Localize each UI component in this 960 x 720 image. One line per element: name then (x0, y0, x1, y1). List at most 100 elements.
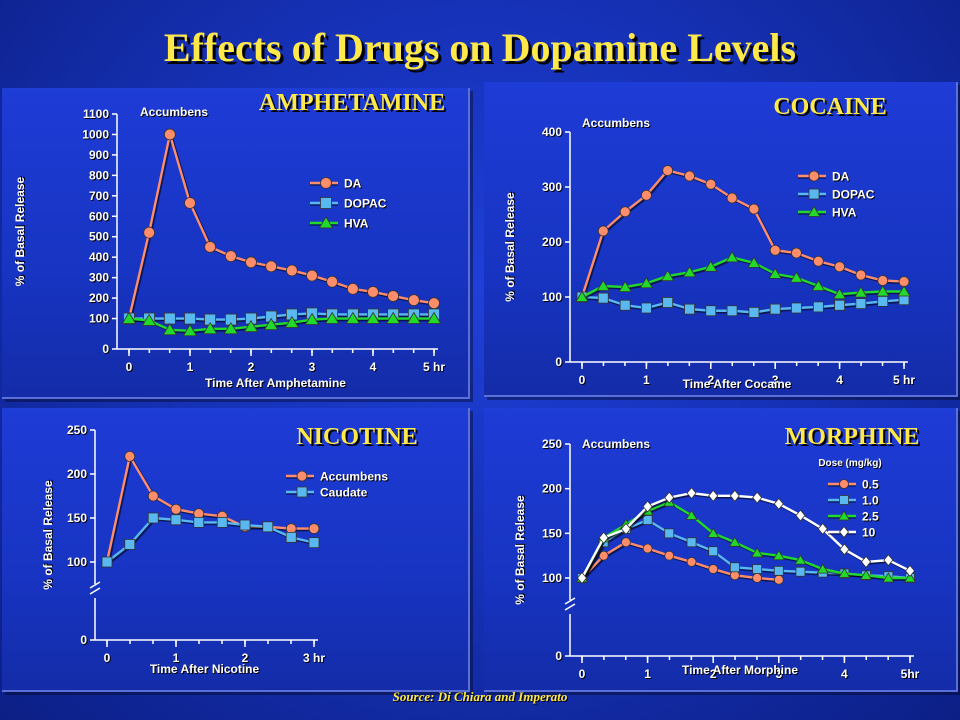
amph-y-tick-label-shadow: 700 (90, 190, 110, 204)
coc-x-tick-label-shadow: 3 (773, 374, 780, 388)
mor-data-point (772, 549, 785, 561)
nic-data-point (147, 512, 159, 524)
coc-series-line (580, 169, 905, 298)
coc-y-tick-label-shadow: 300 (543, 181, 563, 195)
mor-data-point (598, 531, 609, 544)
nic-y-axis-label: % of Basal Release (41, 480, 55, 590)
coc-data-point (640, 189, 652, 201)
amph-axes (112, 113, 438, 356)
amph-data-point (224, 250, 237, 263)
coc-region-label-shadow: Accumbens (583, 117, 651, 131)
amph-y-tick-label: 300 (89, 271, 109, 285)
coc-data-point (832, 287, 847, 300)
amph-data-point (387, 290, 400, 302)
amph-data-point (265, 260, 278, 273)
amph-data-point (143, 226, 156, 239)
morphine-panel: 0 0 100 100 150 150 200 200 250 250 0 0 1 1 2 2 3 3 4 4 5hr 5… (484, 408, 958, 692)
nic-series-Caudate (101, 512, 320, 568)
mor-data-point (752, 564, 763, 574)
mor-series-line (581, 540, 779, 581)
amph-legend-marker (320, 177, 332, 189)
amph-x-axis-label-shadow: Time After Amphetamine (206, 377, 347, 391)
coc-legend-marker (808, 170, 820, 182)
mor-x-tick-label: 3 (775, 667, 782, 681)
mor-data-point (773, 497, 784, 510)
source-note: Source: Di Chiara and Imperato (392, 689, 568, 704)
nic-y-tick-label-shadow: 100 (68, 556, 88, 570)
mor-x-axis-label: Time After Morphine (682, 663, 798, 677)
amph-data-point (163, 128, 176, 141)
amphetamine-panel: 0 0 100 100 200 200 300 300 400 400 500 500 600 600 70… (2, 88, 470, 399)
mor-data-point (752, 491, 763, 504)
coc-legend-label-shadow: DA (833, 171, 851, 185)
nic-y-tick-label-shadow: 250 (68, 424, 88, 438)
nic-x-tick-label-shadow: 3 hr (304, 652, 326, 666)
coc-data-point (791, 247, 802, 259)
amph-data-point (407, 294, 420, 307)
amph-legend-marker (318, 216, 334, 229)
amph-y-tick-label-shadow: 100 (90, 313, 110, 327)
nic-legend-label: Caudate (320, 486, 368, 500)
nic-legend-marker (296, 486, 308, 498)
amph-region-label-shadow: Accumbens (141, 106, 209, 120)
mor-data-point (817, 522, 828, 535)
amph-data-point (121, 311, 137, 324)
coc-region-label: Accumbens (582, 116, 650, 130)
amph-x-axis-label: Time After Amphetamine (205, 376, 346, 390)
coc-x-tick-label-shadow: 5 hr (894, 374, 916, 388)
coc-data-point (705, 305, 717, 317)
nic-x-tick-label: 3 hr (303, 651, 325, 665)
nic-axes (89, 429, 318, 647)
coc-y-tick-label: 100 (542, 290, 562, 304)
coc-data-point (812, 255, 824, 267)
mor-chart-title: MORPHINE (785, 424, 920, 450)
coc-chart-title: COCAINE (773, 94, 886, 120)
mor-data-point (903, 572, 917, 583)
amph-y-tick-label-shadow: 400 (90, 251, 110, 265)
amph-plot: 0010010020020030030040040050050060060070… (13, 90, 447, 391)
coc-data-point (618, 280, 632, 293)
amph-data-point (365, 311, 381, 324)
amph-x-tick-label-shadow: 2 (249, 361, 256, 375)
amph-y-tick-label: 1000 (82, 127, 109, 141)
amph-series-line (127, 134, 435, 319)
mor-data-point (904, 564, 916, 577)
coc-series-line-shadow (583, 297, 906, 316)
amph-y-tick-label: 600 (89, 209, 109, 223)
coc-data-point (704, 260, 718, 272)
amph-legend-label: DA (344, 177, 362, 191)
mor-x-tick-label-shadow: 5hr (902, 668, 921, 682)
mor-x-tick-label-shadow: 3 (776, 668, 783, 682)
mor-y-tick-label-shadow: 0 (556, 650, 563, 664)
mor-legend-label-shadow: 10 (863, 527, 877, 541)
mor-data-point (839, 543, 850, 556)
mor-legend-label: 10 (862, 526, 876, 540)
amph-x-tick-label-shadow: 4 (371, 361, 378, 375)
coc-y-tick-label: 300 (542, 180, 562, 194)
coc-data-point (834, 261, 846, 273)
mor-y-tick-label: 250 (542, 437, 562, 451)
coc-axes (565, 131, 908, 369)
nic-legend-label: Accumbens (320, 470, 388, 484)
mor-legend-label: 2.5 (862, 510, 879, 524)
coc-x-tick-label-shadow: 2 (708, 374, 715, 388)
amph-x-tick-label: 5 hr (423, 360, 445, 374)
mor-y-tick-label-shadow: 250 (543, 438, 563, 452)
amph-data-point (346, 282, 359, 295)
amph-y-tick-label: 200 (89, 291, 109, 305)
mor-data-point (708, 564, 719, 574)
amph-x-tick-label: 3 (309, 360, 316, 374)
mor-data-point (728, 536, 741, 547)
coc-data-point (725, 251, 739, 263)
coc-data-point (639, 276, 654, 289)
mor-data-point (686, 487, 697, 500)
cocaine-panel: 0 0 100 100 200 200 300 300 400 400 0 0 1 1 2 2 3 3 4 4 5 hr… (484, 82, 958, 397)
coc-legend-marker (808, 188, 820, 200)
coc-data-point (662, 297, 674, 308)
nic-y-tick-label: 0 (80, 633, 87, 647)
coc-legend-label-shadow: HVA (833, 207, 858, 221)
mor-data-point (642, 543, 653, 554)
amph-x-tick-label-shadow: 3 (310, 361, 317, 375)
